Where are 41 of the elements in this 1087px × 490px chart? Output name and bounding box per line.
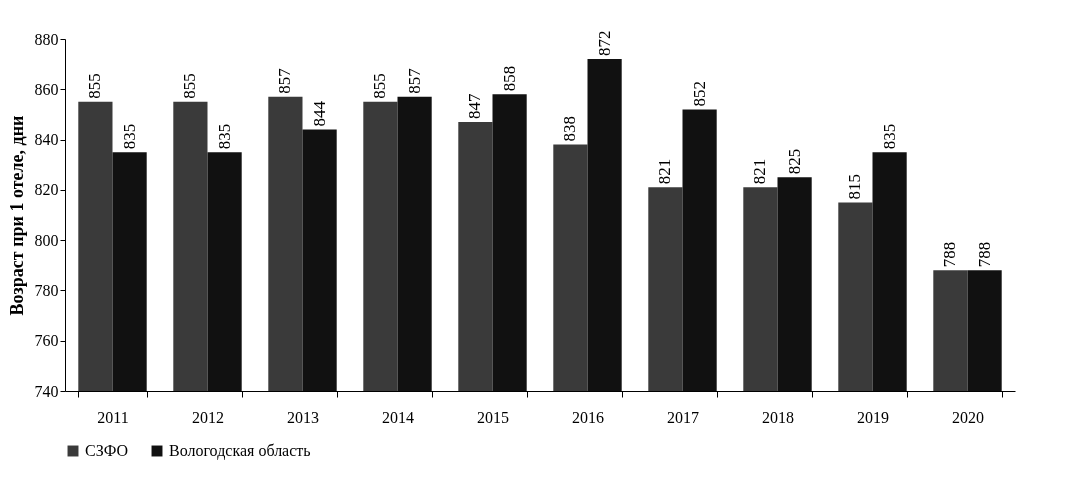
data-label: 844 bbox=[309, 100, 329, 127]
y-tick-label: 740 bbox=[34, 382, 59, 400]
y-tick-label: 780 bbox=[34, 281, 59, 299]
y-tick-label: 820 bbox=[34, 181, 59, 199]
data-label: 835 bbox=[879, 123, 899, 150]
data-label: 858 bbox=[499, 65, 519, 92]
data-label: 872 bbox=[594, 30, 614, 57]
legend-label: Вологодская область bbox=[169, 442, 311, 460]
data-label: 838 bbox=[560, 116, 580, 142]
data-label: 855 bbox=[370, 73, 390, 99]
y-axis-title: Возраст при 1 отеле, дни bbox=[6, 115, 27, 316]
data-label: 821 bbox=[655, 158, 675, 185]
data-label: 835 bbox=[119, 123, 139, 150]
data-label: 788 bbox=[974, 241, 994, 268]
x-tick-label: 2014 bbox=[382, 408, 414, 426]
data-label: 835 bbox=[214, 123, 234, 150]
x-tick-label: 2017 bbox=[667, 408, 699, 426]
data-label: 821 bbox=[750, 158, 770, 185]
data-label: 857 bbox=[275, 67, 295, 94]
x-tick-label: 2013 bbox=[287, 408, 319, 426]
data-label: 855 bbox=[85, 73, 105, 99]
data-label: 857 bbox=[404, 67, 424, 94]
x-tick-label: 2018 bbox=[762, 408, 794, 426]
x-tick-label: 2015 bbox=[477, 408, 509, 426]
legend-label: СЗФО bbox=[85, 442, 129, 459]
x-tick-label: 2019 bbox=[857, 408, 889, 426]
y-tick-label: 840 bbox=[34, 131, 59, 149]
x-tick-label: 2020 bbox=[952, 408, 984, 426]
y-tick-label: 880 bbox=[34, 30, 59, 48]
y-tick-label: 800 bbox=[34, 231, 59, 249]
y-tick-label: 860 bbox=[34, 80, 59, 98]
data-label: 825 bbox=[784, 148, 804, 175]
y-tick-label: 760 bbox=[34, 332, 59, 350]
data-label: 855 bbox=[180, 73, 200, 99]
x-tick-label: 2011 bbox=[97, 408, 129, 426]
x-tick-label: 2016 bbox=[572, 408, 604, 426]
data-label: 788 bbox=[940, 241, 960, 268]
x-tick-label: 2012 bbox=[192, 408, 224, 426]
data-label: 847 bbox=[465, 92, 485, 119]
data-label: 815 bbox=[845, 173, 865, 200]
data-label: 852 bbox=[689, 80, 709, 107]
